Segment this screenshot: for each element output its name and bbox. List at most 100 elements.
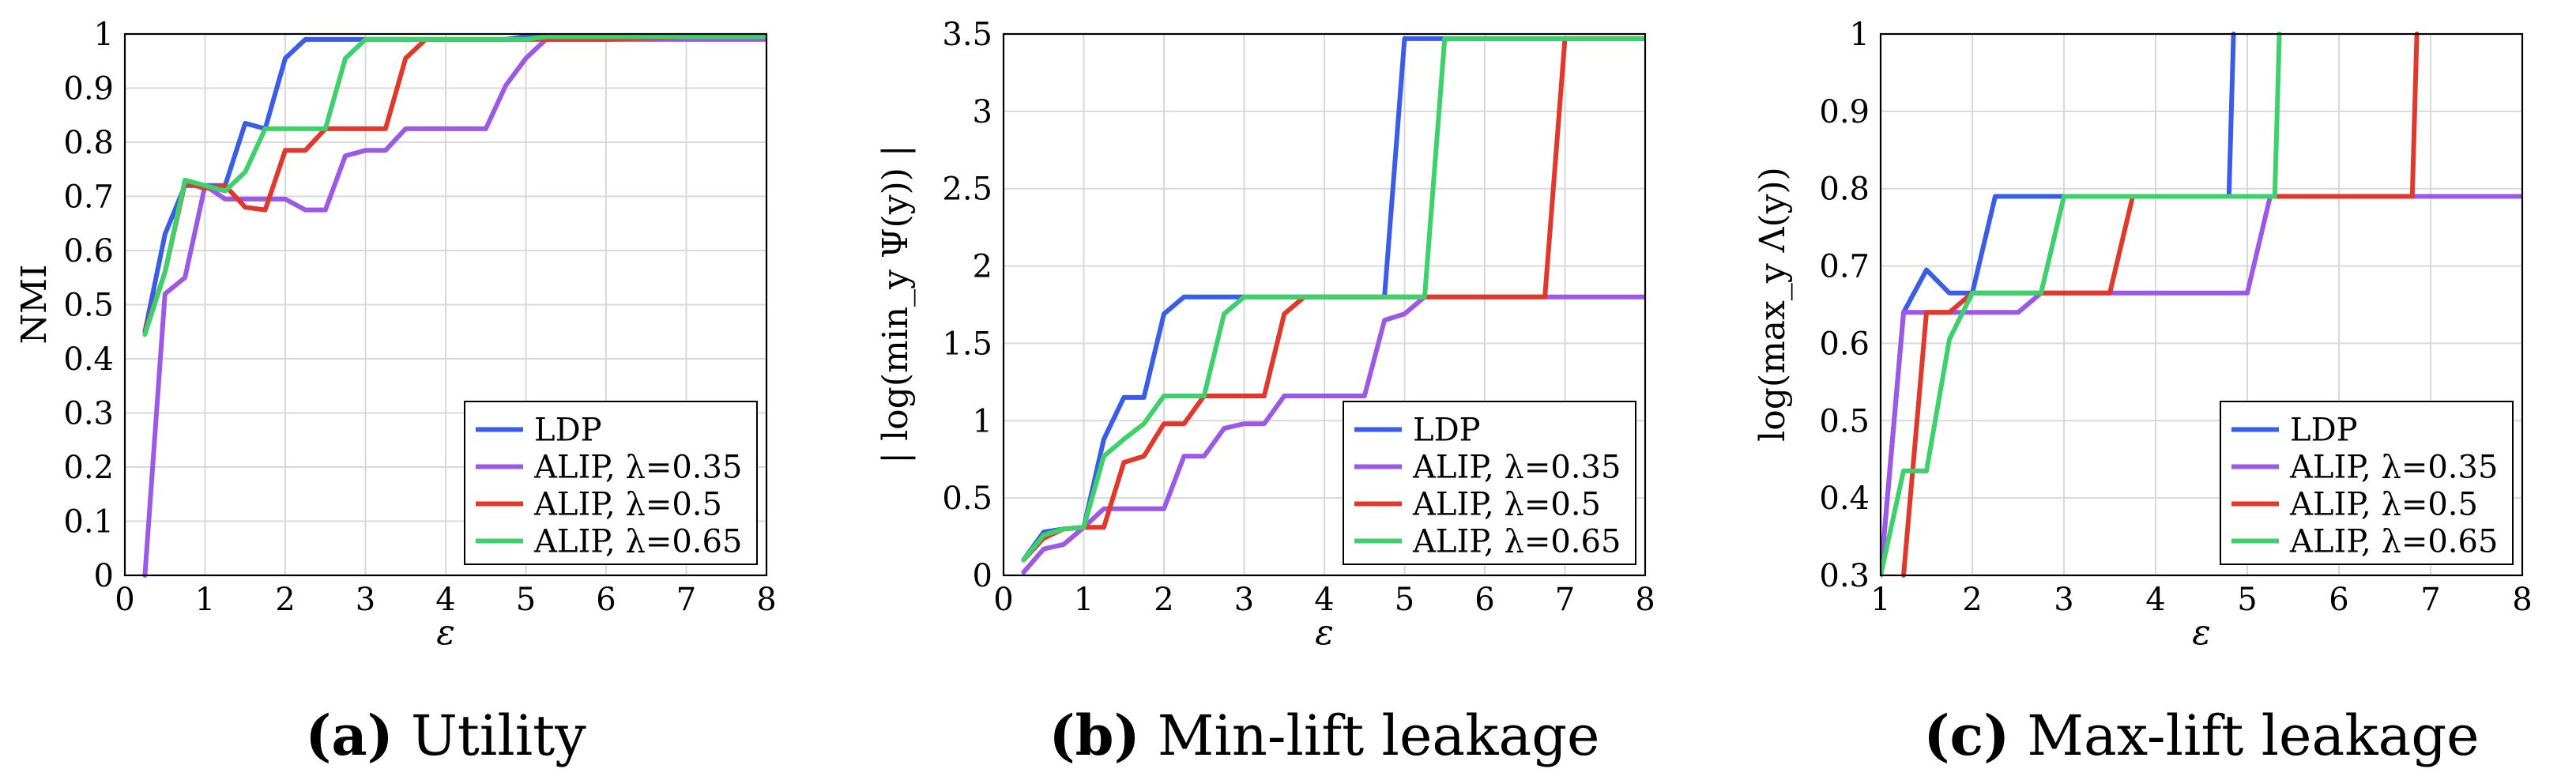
panel-c-series [1881, 32, 2522, 578]
panel-a-y-tick-label: 0.8 [63, 125, 114, 161]
panel-a-caption: (a) Utility [305, 703, 586, 768]
panel-c-caption-text: Max-lift leakage [2027, 703, 2479, 768]
panel-b-y-tick-label: 0.5 [942, 481, 992, 517]
panel-c-x-label: ε [2192, 612, 2211, 653]
panel-a-y-tick-label: 0 [94, 558, 114, 594]
panel-a-x-ticks: 0 1 2 3 4 5 6 7 8 [115, 582, 776, 618]
panel-b-y-tick-label: 1 [973, 403, 992, 439]
panel-a-caption-letter: (a) [305, 703, 394, 768]
panel-c-y-tick-label: 0.5 [1819, 403, 1870, 439]
panel-a-series [142, 34, 766, 578]
panel-b-x-tick-label: 8 [1635, 582, 1655, 618]
panel-a-y-tick-label: 0.2 [63, 450, 114, 486]
panel-b-x-tick-label: 0 [993, 582, 1013, 618]
panel-b-x-tick-label: 6 [1474, 582, 1494, 618]
panel-a-x-tick-label: 3 [356, 582, 375, 618]
panel-a-series-alip_05 [142, 34, 766, 334]
panel-a-y-ticks: 0 0.1 0.2 0.3 0.4 0.5 0.6 0.7 0.8 0.9 1 [63, 17, 114, 594]
panel-b-x-label: ε [1315, 612, 1334, 653]
panel-b-caption: (b) Min-lift leakage [1049, 703, 1600, 768]
panel-a-x-tick-label: 8 [756, 582, 776, 618]
panel-c-series-alip_065 [1881, 32, 2282, 578]
panel-a-y-tick-label: 0.5 [63, 288, 114, 324]
panel-c-x-ticks: 1 2 3 4 5 6 7 8 [1870, 582, 2532, 618]
panel-c-x-tick-label: 4 [2145, 582, 2165, 618]
panel-a-y-tick-label: 0.9 [63, 71, 114, 107]
panel-b-y-tick-label: 2 [973, 249, 992, 285]
panel-c-y-tick-label: 0.3 [1819, 558, 1870, 594]
panel-a-y-tick-label: 0.6 [63, 233, 114, 270]
panel-c-legend-label: ALIP, λ=0.35 [2289, 450, 2498, 486]
panel-a-x-label: ε [436, 612, 455, 653]
panel-c: 1 2 3 4 5 6 7 8 0.3 0.4 0.5 0.6 0.7 0.8 0.9 1 ε log(ma… [1753, 17, 2533, 768]
panel-c-x-tick-label: 1 [1870, 582, 1890, 618]
panel-c-y-label: log(max_y Λ(y)) [1753, 167, 1793, 442]
panel-c-series-ldp [1881, 32, 2236, 578]
panel-b-legend-label: ALIP, λ=0.35 [1412, 450, 1621, 486]
panel-b-y-tick-label: 3 [973, 94, 992, 130]
panel-c-caption-letter: (c) [1923, 703, 2009, 768]
panel-c-frame [1879, 32, 2524, 577]
panel-b-y-tick-label: 3.5 [942, 17, 992, 53]
panel-b-x-tick-label: 4 [1314, 582, 1334, 618]
panel-a-legend-label: ALIP, λ=0.35 [533, 450, 742, 486]
panel-c-x-tick-label: 8 [2512, 582, 2532, 618]
panel-a-y-tick-label: 1 [94, 17, 114, 53]
panel-b-x-tick-label: 5 [1395, 582, 1414, 618]
panel-a-x-tick-label: 6 [596, 582, 616, 618]
panel-a-legend-label: ALIP, λ=0.65 [533, 524, 742, 560]
panel-b-x-tick-label: 2 [1154, 582, 1173, 618]
panel-a-y-tick-label: 0.1 [63, 504, 114, 541]
panel-c-y-tick-label: 0.4 [1819, 481, 1870, 517]
panel-a-caption-text: Utility [411, 703, 586, 768]
panel-a-y-label: NMI [14, 265, 55, 345]
panel-a-x-tick-label: 7 [676, 582, 696, 618]
panel-c-y-tick-label: 0.8 [1819, 172, 1870, 208]
panel-b-y-tick-label: 2.5 [942, 172, 992, 208]
panel-b-legend-label: ALIP, λ=0.65 [1412, 524, 1621, 560]
panel-a-y-tick-label: 0.4 [63, 341, 114, 378]
panel-b-legend-label: ALIP, λ=0.5 [1412, 487, 1601, 523]
panel-b-x-tick-label: 7 [1555, 582, 1575, 618]
panel-a-x-tick-label: 0 [115, 582, 134, 618]
panel-b-x-tick-label: 1 [1074, 582, 1094, 618]
panel-c-y-tick-label: 1 [1850, 17, 1870, 53]
panel-b-x-ticks: 0 1 2 3 4 5 6 7 8 [993, 582, 1655, 618]
panel-c-x-tick-label: 5 [2237, 582, 2257, 618]
panel-b-x-tick-label: 3 [1234, 582, 1254, 618]
panel-a-series-ldp [142, 34, 766, 334]
panel-b-frame [1002, 32, 1647, 577]
panel-b-series-alip_065 [1021, 36, 1645, 563]
panel-c-legend-label: ALIP, λ=0.65 [2289, 524, 2498, 560]
panel-b: 0 1 2 3 4 5 6 7 8 0 0.5 1 1.5 2 2.5 3 3.5 ε | log(min_y… [876, 17, 1655, 768]
panel-b-y-label: | log(min_y Ψ(y)) | [876, 145, 916, 463]
panel-a-frame [123, 32, 768, 577]
panel-c-legend-label: LDP [2290, 413, 2358, 449]
panel-c-y-ticks: 0.3 0.4 0.5 0.6 0.7 0.8 0.9 1 [1819, 17, 1870, 594]
panel-a-x-tick-label: 5 [516, 582, 536, 618]
panel-c-x-tick-label: 6 [2329, 582, 2348, 618]
panel-b-series-alip_05 [1021, 36, 1645, 563]
panel-c-y-tick-label: 0.9 [1819, 94, 1870, 130]
panel-b-series [1021, 36, 1645, 575]
panel-b-y-tick-label: 1.5 [942, 326, 992, 362]
panel-b-y-ticks: 0 0.5 1 1.5 2 2.5 3 3.5 [942, 17, 992, 594]
panel-a-y-tick-label: 0.3 [63, 396, 114, 432]
panel-a-legend-label: ALIP, λ=0.5 [533, 487, 722, 523]
panel-c-legend-label: ALIP, λ=0.5 [2289, 487, 2478, 523]
panel-a-x-tick-label: 2 [275, 582, 295, 618]
panel-a-series-alip_065 [142, 34, 766, 337]
panel-c-y-tick-label: 0.7 [1819, 249, 1870, 285]
panel-b-caption-letter: (b) [1049, 703, 1140, 768]
panel-c-x-tick-label: 7 [2420, 582, 2440, 618]
panel-c-x-tick-label: 3 [2054, 582, 2073, 618]
panel-a-x-tick-label: 1 [195, 582, 215, 618]
panel-a-legend-label: LDP [534, 413, 602, 449]
panel-c-y-tick-label: 0.6 [1819, 326, 1870, 362]
panel-b-legend-label: LDP [1413, 413, 1481, 449]
